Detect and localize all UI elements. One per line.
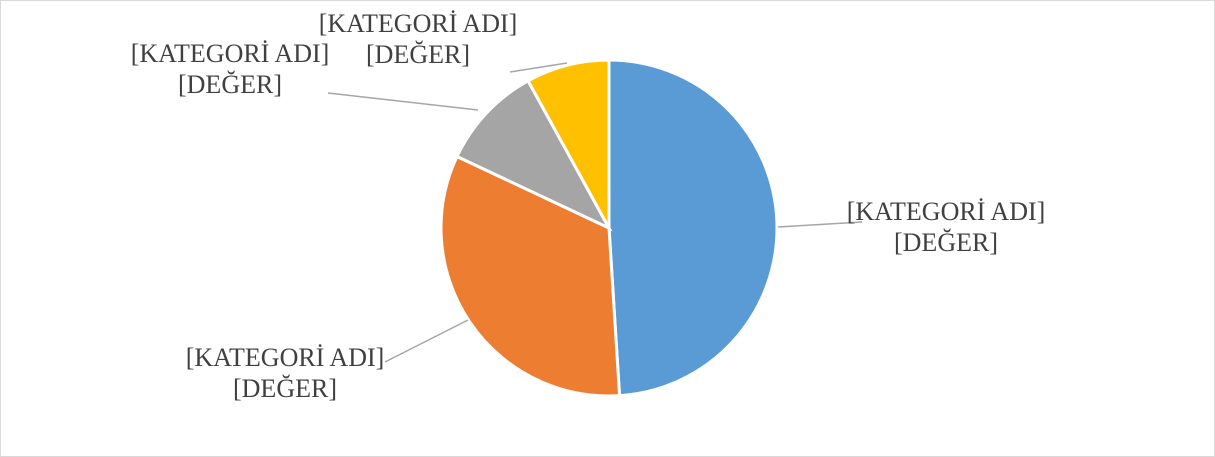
- leader-line: [327, 92, 479, 111]
- data-label: [KATEGORİ ADI] [DEĞER]: [185, 343, 385, 403]
- pie-slice: [526, 58, 611, 229]
- data-label: [KATEGORİ ADI] [DEĞER]: [318, 9, 518, 69]
- leader-line: [509, 62, 568, 73]
- leader-line: [777, 221, 863, 228]
- pie-slice: [607, 58, 779, 398]
- data-label: [KATEGORİ ADI] [DEĞER]: [130, 39, 330, 99]
- pie-slice: [454, 78, 613, 232]
- leader-line: [384, 319, 469, 363]
- pie-slice: [439, 154, 622, 398]
- data-label: [KATEGORİ ADI] [DEĞER]: [846, 197, 1046, 257]
